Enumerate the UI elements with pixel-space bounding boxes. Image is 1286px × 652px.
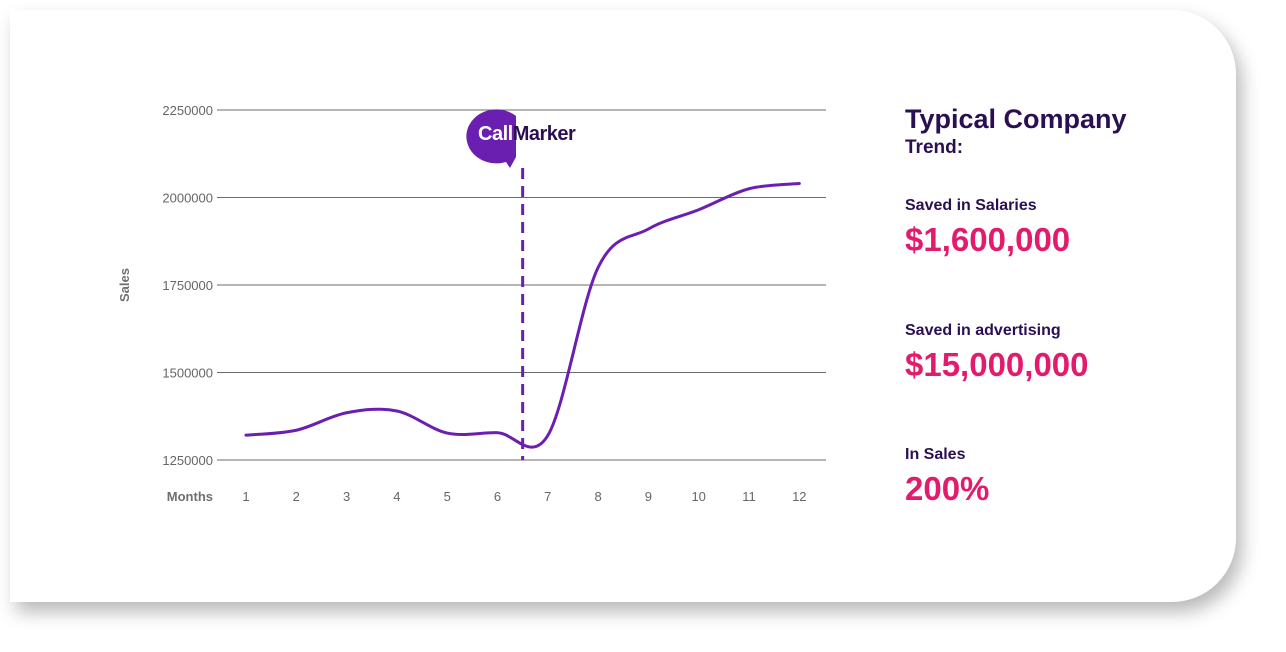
x-tick-label: 4 bbox=[393, 489, 400, 504]
x-tick-label: 12 bbox=[792, 489, 806, 504]
series-line bbox=[244, 182, 801, 449]
stat-label: Saved in advertising bbox=[905, 322, 1061, 339]
stat-label: Saved in Salaries bbox=[905, 197, 1037, 214]
x-tick-label: 7 bbox=[544, 489, 551, 504]
y-tick-label: 1500000 bbox=[162, 366, 213, 381]
callmarker-logo: CallMarker bbox=[458, 108, 598, 170]
y-tick-labels: 2250000 2000000 1750000 1500000 1250000 bbox=[162, 103, 213, 468]
stat-salaries: Saved in Salaries $1,600,000 bbox=[905, 196, 1070, 260]
panel-title: Typical Company bbox=[905, 104, 1127, 134]
x-tick-label: 9 bbox=[645, 489, 652, 504]
x-tick-label: 1 bbox=[242, 489, 249, 504]
x-tick-label: 10 bbox=[691, 489, 705, 504]
x-tick-label: 11 bbox=[742, 489, 756, 504]
x-tick-labels: 1 2 3 4 5 6 7 8 9 10 11 12 bbox=[242, 489, 806, 504]
logo-text-call: Call bbox=[478, 123, 513, 145]
x-tick-label: 8 bbox=[594, 489, 601, 504]
stat-label: In Sales bbox=[905, 446, 966, 463]
y-tick-label: 1750000 bbox=[162, 278, 213, 293]
x-tick-label: 2 bbox=[293, 489, 300, 504]
y-tick-label: 2000000 bbox=[162, 191, 213, 206]
y-tick-label: 1250000 bbox=[162, 453, 213, 468]
panel-subtitle: Trend: bbox=[905, 137, 964, 158]
stat-sales: In Sales 200% bbox=[905, 445, 989, 509]
x-axis-title: Months bbox=[167, 489, 213, 504]
summary-panel: Typical Company Trend: bbox=[905, 104, 1225, 161]
stat-value: $1,600,000 bbox=[905, 221, 1071, 258]
y-tick-label: 2250000 bbox=[162, 103, 213, 118]
logo-mark-icon bbox=[466, 109, 516, 168]
stat-advertising: Saved in advertising $15,000,000 bbox=[905, 321, 1089, 385]
x-tick-label: 3 bbox=[343, 489, 350, 504]
x-tick-label: 5 bbox=[444, 489, 451, 504]
stat-value: $15,000,000 bbox=[905, 346, 1089, 383]
x-tick-label: 6 bbox=[494, 489, 501, 504]
logo-text: CallMarker bbox=[478, 123, 576, 146]
logo-text-marker: Marker bbox=[512, 123, 576, 145]
stat-value: 200% bbox=[905, 470, 990, 507]
y-axis-title: Sales bbox=[117, 268, 132, 302]
card bbox=[10, 10, 1236, 602]
